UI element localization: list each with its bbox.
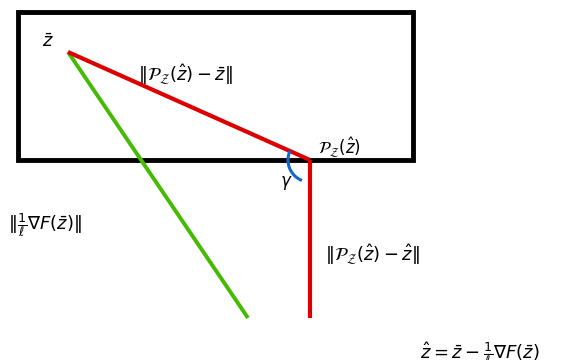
Text: $\bar{z}$: $\bar{z}$ [42,33,54,51]
Text: $\|\mathcal{P}_{\mathcal{Z}}(\hat{z}) - \hat{z}\|$: $\|\mathcal{P}_{\mathcal{Z}}(\hat{z}) - … [325,243,420,267]
Text: $\|\frac{1}{\ell}\nabla F(\bar{z})\|$: $\|\frac{1}{\ell}\nabla F(\bar{z})\|$ [8,211,82,239]
Text: $\|\mathcal{P}_{\mathcal{Z}}(\hat{z}) - \bar{z}\|$: $\|\mathcal{P}_{\mathcal{Z}}(\hat{z}) - … [137,63,232,87]
Text: $\mathcal{P}_{\mathcal{Z}}(\hat{z})$: $\mathcal{P}_{\mathcal{Z}}(\hat{z})$ [318,136,361,160]
Text: $\gamma$: $\gamma$ [280,174,292,192]
Text: $\hat{z} = \bar{z} - \frac{1}{\ell}\nabla F(\bar{z})$: $\hat{z} = \bar{z} - \frac{1}{\ell}\nabl… [420,340,540,360]
Bar [18,12,413,160]
